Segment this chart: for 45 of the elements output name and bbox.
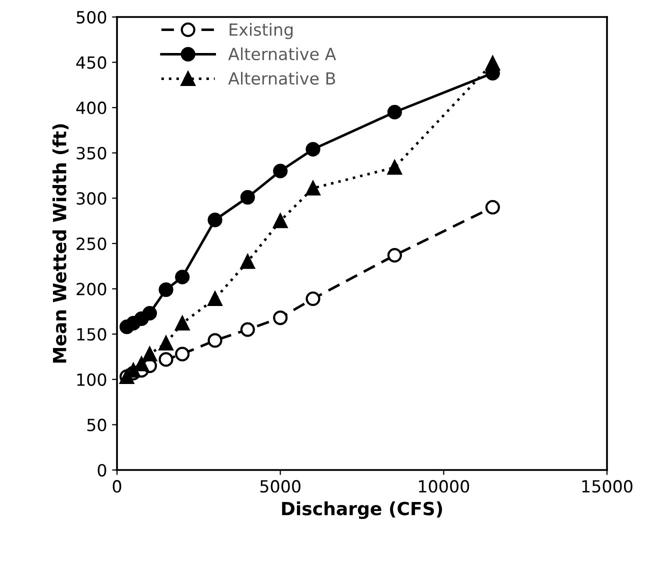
- point: [175, 346, 190, 362]
- point: [175, 316, 190, 331]
- point: [387, 248, 402, 263]
- y-tick-label: 0: [98, 464, 106, 477]
- point: [158, 352, 174, 367]
- legend-label: Alternative B: [228, 72, 336, 85]
- y-tick-label: 500: [76, 10, 106, 24]
- y-tick-label: 250: [76, 237, 106, 250]
- point: [240, 254, 255, 269]
- point: [306, 291, 320, 306]
- point: [485, 56, 500, 70]
- point: [273, 214, 288, 228]
- point: [306, 142, 320, 157]
- y-tick-label: 50: [87, 418, 106, 432]
- point: [387, 160, 402, 175]
- x-tick-label: 15000: [582, 480, 632, 493]
- y-tick-label: 100: [77, 373, 106, 386]
- point: [208, 291, 222, 306]
- point: [158, 282, 174, 297]
- y-tick-label: 150: [77, 328, 106, 341]
- point: [142, 346, 157, 362]
- point: [387, 104, 402, 120]
- point: [240, 322, 255, 337]
- x-axis-title: Discharge (CFS): [282, 501, 442, 520]
- point: [240, 190, 255, 205]
- point: [175, 270, 190, 284]
- legend-label: Alternative A: [228, 47, 336, 60]
- y-tick-label: 350: [76, 146, 106, 160]
- x-tick-label: 0: [112, 480, 122, 493]
- point: [208, 212, 222, 228]
- point: [273, 164, 288, 178]
- point: [306, 180, 320, 196]
- y-tick-label: 200: [76, 282, 106, 296]
- legend-label: Existing: [230, 22, 293, 40]
- point: [158, 336, 174, 350]
- point: [208, 333, 222, 348]
- y-axis-title: Mean Wetted Width (ft): [52, 124, 69, 363]
- y-tick-label: 450: [76, 56, 106, 69]
- point: [142, 306, 157, 321]
- x-tick-label: 10000: [418, 480, 470, 493]
- y-tick-label: 300: [76, 192, 106, 205]
- x-tick-label: 5000: [260, 480, 300, 493]
- point: [485, 200, 500, 215]
- y-tick-label: 400: [76, 102, 106, 114]
- point: [273, 310, 288, 326]
